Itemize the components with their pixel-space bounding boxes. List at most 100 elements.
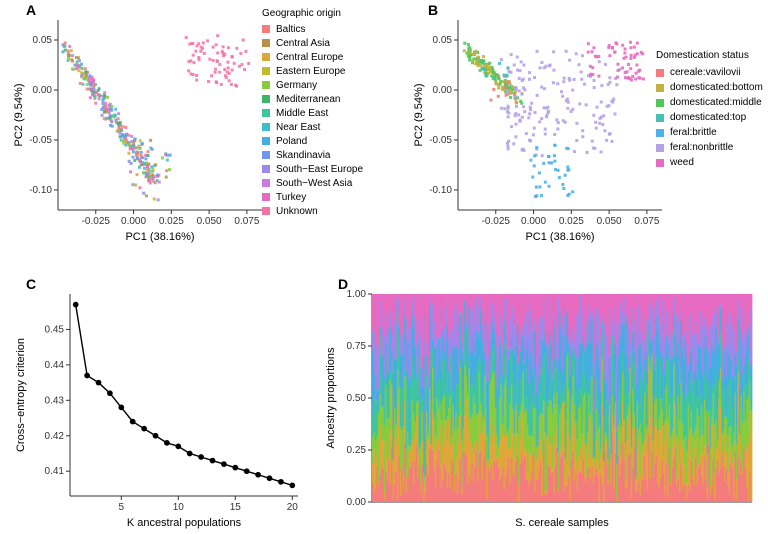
svg-text:S. cereale samples: S. cereale samples	[515, 517, 609, 529]
svg-text:Ancestry proportions: Ancestry proportions	[325, 347, 337, 448]
legend-label: weed	[670, 157, 694, 168]
legend-label: Middle East	[276, 108, 328, 119]
legend-title: Domestication status	[656, 50, 763, 61]
svg-text:-0.10: -0.10	[29, 185, 52, 196]
legend-item: South−East Europe	[262, 162, 363, 176]
legend-swatch	[262, 137, 270, 145]
svg-text:Cross−entropy criterion: Cross−entropy criterion	[15, 338, 27, 452]
svg-text:-0.05: -0.05	[429, 135, 452, 146]
legend-item: cereale:vavilovii	[656, 65, 763, 80]
svg-text:-0.025: -0.025	[82, 216, 111, 227]
legend-swatch	[262, 109, 270, 117]
legend-item: Unknown	[262, 204, 363, 218]
legend-label: Eastern Europe	[276, 66, 346, 77]
svg-text:0.025: 0.025	[159, 216, 184, 227]
legend-label: Near East	[276, 122, 320, 133]
legend-swatch	[656, 69, 664, 77]
legend-label: domesticated:top	[670, 112, 746, 123]
legend-item: Eastern Europe	[262, 64, 363, 78]
legend-item: Middle East	[262, 106, 363, 120]
legend-swatch	[262, 67, 270, 75]
legend-label: South−East Europe	[276, 164, 363, 175]
legend-item: Central Asia	[262, 36, 363, 50]
legend-label: Skandinavia	[276, 150, 330, 161]
legend-swatch	[262, 207, 270, 215]
legend-swatch	[262, 123, 270, 131]
legend-item: Baltics	[262, 22, 363, 36]
svg-text:0.000: 0.000	[121, 216, 146, 227]
legend-item: Germany	[262, 78, 363, 92]
panel-c-lineplot: 51015200.410.420.430.440.45K ancestral p…	[8, 278, 308, 532]
svg-text:-0.025: -0.025	[482, 216, 511, 227]
legend-swatch	[262, 81, 270, 89]
legend-item: domesticated:top	[656, 110, 763, 125]
svg-text:0.43: 0.43	[45, 395, 65, 406]
panel-a-legend: Geographic origin Baltics Central Asia Cent…	[262, 8, 363, 218]
legend-item: domesticated:bottom	[656, 80, 763, 95]
legend-swatch	[262, 95, 270, 103]
svg-text:0.075: 0.075	[634, 216, 659, 227]
legend-swatch	[262, 53, 270, 61]
svg-text:PC1 (38.16%): PC1 (38.16%)	[125, 231, 194, 243]
legend-label: Poland	[276, 136, 307, 147]
legend-swatch	[656, 159, 664, 167]
svg-text:0.75: 0.75	[347, 341, 367, 352]
svg-text:0.025: 0.025	[559, 216, 584, 227]
legend-item: Central Europe	[262, 50, 363, 64]
legend-label: Germany	[276, 80, 317, 91]
legend-title: Geographic origin	[262, 8, 363, 19]
legend-swatch	[262, 151, 270, 159]
svg-text:0.25: 0.25	[347, 445, 367, 456]
legend-swatch	[656, 114, 664, 122]
svg-text:0.000: 0.000	[521, 216, 546, 227]
legend-item: feral:brittle	[656, 125, 763, 140]
legend-label: Baltics	[276, 24, 305, 35]
svg-text:0.05: 0.05	[433, 35, 453, 46]
legend-label: domesticated:middle	[670, 97, 762, 108]
legend-swatch	[656, 99, 664, 107]
legend-label: cereale:vavilovii	[670, 67, 741, 78]
legend-item: South−West Asia	[262, 176, 363, 190]
svg-text:-0.10: -0.10	[429, 185, 452, 196]
svg-text:0.00: 0.00	[433, 85, 453, 96]
svg-text:-0.05: -0.05	[29, 135, 52, 146]
svg-text:20: 20	[287, 502, 299, 513]
svg-text:0.44: 0.44	[45, 360, 65, 371]
svg-text:0.05: 0.05	[33, 35, 53, 46]
legend-swatch	[262, 179, 270, 187]
legend-item: Poland	[262, 134, 363, 148]
svg-text:0.41: 0.41	[45, 466, 65, 477]
panel-b-scatter: -0.0250.0000.0250.0500.075-0.10-0.050.00…	[408, 6, 668, 246]
svg-text:10: 10	[173, 502, 185, 513]
legend-label: feral:brittle	[670, 127, 717, 138]
legend-swatch	[656, 84, 664, 92]
svg-text:0.00: 0.00	[347, 497, 367, 508]
svg-text:PC1 (38.16%): PC1 (38.16%)	[525, 231, 594, 243]
legend-label: Central Europe	[276, 52, 343, 63]
svg-text:5: 5	[119, 502, 125, 513]
legend-label: feral:nonbrittle	[670, 142, 733, 153]
svg-text:PC2 (9.54%): PC2 (9.54%)	[413, 84, 425, 147]
svg-text:0.50: 0.50	[347, 393, 367, 404]
legend-swatch	[656, 129, 664, 137]
panel-a-scatter: -0.0250.0000.0250.0500.075-0.10-0.050.00…	[8, 6, 268, 246]
legend-label: Unknown	[276, 206, 318, 217]
legend-swatch	[262, 165, 270, 173]
legend-label: Central Asia	[276, 38, 330, 49]
panel-b-legend: Domestication status cereale:vavilovii dom…	[656, 50, 763, 170]
svg-text:PC2 (9.54%): PC2 (9.54%)	[13, 84, 25, 147]
legend-item: feral:nonbrittle	[656, 140, 763, 155]
legend-swatch	[262, 39, 270, 47]
panel-d-barplot: 0.000.250.500.751.00S. cereale samplesAn…	[320, 278, 758, 532]
legend-item: domesticated:middle	[656, 95, 763, 110]
legend-label: South−West Asia	[276, 178, 352, 189]
svg-text:0.42: 0.42	[45, 431, 65, 442]
legend-swatch	[656, 144, 664, 152]
svg-text:0.050: 0.050	[197, 216, 222, 227]
legend-label: Turkey	[276, 192, 306, 203]
svg-text:0.00: 0.00	[33, 85, 53, 96]
legend-item: weed	[656, 155, 763, 170]
legend-label: domesticated:bottom	[670, 82, 763, 93]
svg-text:0.45: 0.45	[45, 324, 65, 335]
svg-text:K ancestral populations: K ancestral populations	[127, 517, 242, 529]
